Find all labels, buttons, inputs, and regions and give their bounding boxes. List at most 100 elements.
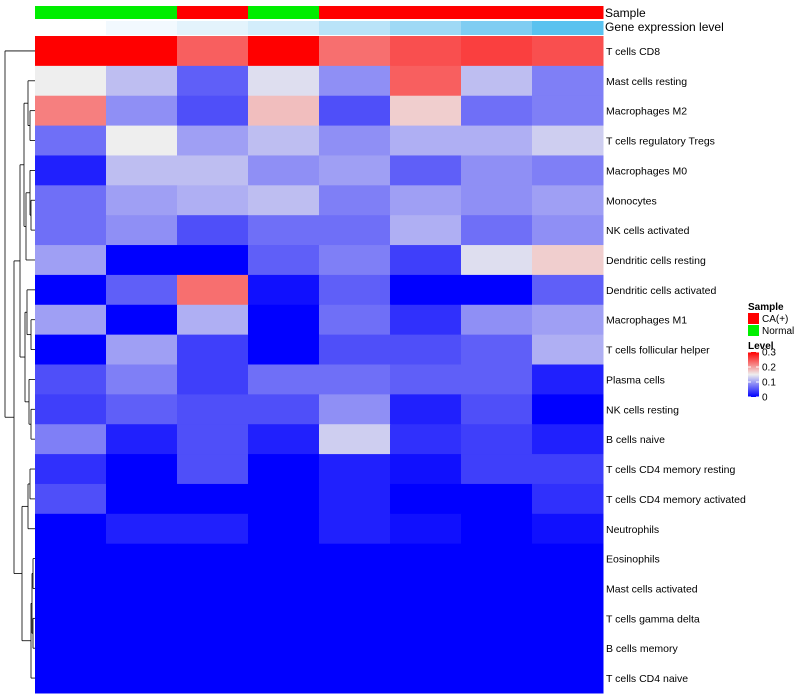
- heatmap-cell: [532, 65, 604, 97]
- row-label: Mast cells activated: [606, 583, 698, 595]
- heatmap-cell: [461, 513, 533, 545]
- heatmap-cell: [390, 125, 462, 156]
- heatmap-cell: [532, 274, 604, 306]
- heatmap-cell: [319, 65, 391, 97]
- heatmap-cell: [35, 304, 107, 336]
- heatmap-cell: [106, 633, 178, 664]
- heatmap-cell: [319, 663, 391, 694]
- heatmap-cell: [248, 304, 320, 336]
- heatmap-cell: [177, 663, 249, 694]
- heatmap-cell: [461, 364, 533, 395]
- heatmap-cell: [248, 95, 320, 127]
- heatmap-cell: [390, 65, 462, 97]
- heatmap-cell: [106, 424, 178, 455]
- heatmap-cell: [248, 663, 320, 694]
- heatmap-cell: [319, 364, 391, 395]
- heatmap-cell: [248, 454, 320, 485]
- heatmap-cell: [106, 185, 178, 216]
- heatmap-cell: [319, 304, 391, 336]
- heatmap-cell: [532, 603, 604, 634]
- heatmap-cell: [461, 543, 533, 575]
- heatmap-cell: [390, 633, 462, 664]
- heatmap-cell: [319, 543, 391, 575]
- legend-level-title: Level: [748, 341, 774, 352]
- heatmap-cell: [35, 633, 107, 664]
- heatmap-cell: [248, 394, 320, 425]
- heatmap-cell: [319, 513, 391, 545]
- heatmap-cell: [461, 215, 533, 246]
- gene-expression-annotation-cell: [35, 21, 107, 35]
- row-label: Mast cells resting: [606, 76, 687, 88]
- heatmap-cell: [461, 633, 533, 664]
- heatmap-cell: [461, 65, 533, 97]
- heatmap-cell: [248, 65, 320, 97]
- heatmap-cell: [532, 454, 604, 485]
- heatmap-cell: [35, 215, 107, 246]
- heatmap-cell: [390, 394, 462, 425]
- heatmap-cell: [177, 36, 249, 67]
- heatmap-cell: [532, 513, 604, 545]
- heatmap-cell: [106, 364, 178, 395]
- heatmap-cell: [35, 65, 107, 97]
- heatmap-cell: [532, 394, 604, 425]
- legend-level-tick-label: 0.1: [762, 378, 776, 389]
- legend-level-colorbar: [748, 352, 759, 397]
- gene-expression-annotation-cell: [532, 21, 604, 35]
- heatmap-cell: [248, 36, 320, 67]
- heatmap-cell: [461, 304, 533, 336]
- heatmap-cell: [177, 573, 249, 604]
- heatmap-cell: [248, 543, 320, 575]
- heatmap-cell: [532, 364, 604, 395]
- heatmap-cell: [461, 424, 533, 455]
- heatmap-cell: [532, 633, 604, 664]
- heatmap-cell: [461, 155, 533, 186]
- heatmap-cell: [319, 245, 391, 276]
- heatmap-cell: [390, 364, 462, 395]
- heatmap-cell: [390, 274, 462, 306]
- heatmap-cell: [35, 663, 107, 694]
- heatmap-cell: [106, 603, 178, 634]
- row-label: NK cells resting: [606, 404, 679, 416]
- heatmap-cell: [35, 424, 107, 455]
- heatmap-cell: [319, 95, 391, 127]
- heatmap-cell: [390, 245, 462, 276]
- heatmap-cell: [461, 483, 533, 515]
- legend-swatch-ca: [748, 313, 759, 324]
- heatmap-cell: [319, 483, 391, 515]
- heatmap-cell: [532, 185, 604, 216]
- heatmap-cell: [106, 274, 178, 306]
- legend-level-tick-label: 0.2: [762, 363, 776, 374]
- sample-annotation-cell: [532, 6, 604, 19]
- heatmap-cell: [319, 424, 391, 455]
- row-label: B cells memory: [606, 643, 679, 655]
- heatmap-cell: [177, 513, 249, 545]
- heatmap-cell: [390, 513, 462, 545]
- heatmap-cell: [390, 603, 462, 634]
- heatmap-cell: [248, 274, 320, 306]
- heatmap-cell: [248, 424, 320, 455]
- heatmap-cell: [390, 304, 462, 336]
- heatmap-cell: [35, 245, 107, 276]
- heatmap-cell: [319, 215, 391, 246]
- row-label: Eosinophils: [606, 554, 660, 566]
- heatmap-cell: [461, 245, 533, 276]
- heatmap-cell: [35, 573, 107, 604]
- heatmap-cell: [248, 334, 320, 365]
- heatmap-cell: [319, 185, 391, 216]
- heatmap-cell: [390, 483, 462, 515]
- heatmap-cell: [177, 424, 249, 455]
- heatmap-cell: [248, 125, 320, 156]
- heatmap-cell: [390, 95, 462, 127]
- heatmap-cell: [532, 125, 604, 156]
- gene-expression-annotation-cell: [319, 21, 391, 35]
- heatmap-cell: [248, 633, 320, 664]
- heatmap-cell: [106, 125, 178, 156]
- heatmap-cell: [248, 215, 320, 246]
- heatmap-cell: [461, 125, 533, 156]
- row-label: Dendritic cells resting: [606, 255, 706, 267]
- heatmap-cell: [106, 36, 178, 67]
- heatmap-cell: [177, 483, 249, 515]
- heatmap-cell: [532, 424, 604, 455]
- row-label: T cells CD4 memory resting: [606, 464, 735, 476]
- sample-annotation-cell: [35, 6, 107, 19]
